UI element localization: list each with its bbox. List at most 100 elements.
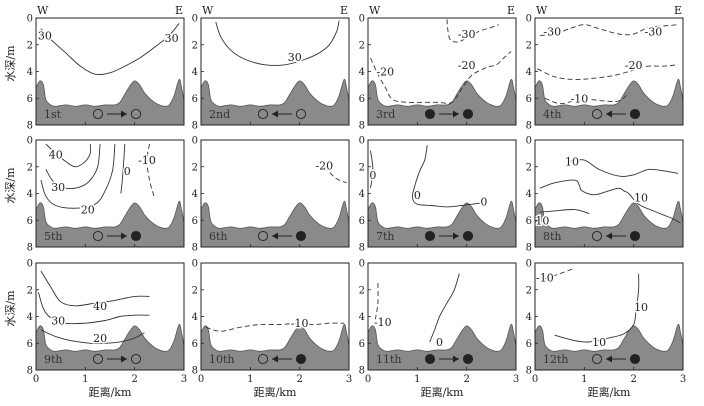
contour-line	[374, 283, 379, 320]
seabed-profile	[368, 78, 516, 125]
y-tick-label: 4	[27, 67, 33, 78]
y-tick-label: 4	[526, 67, 532, 78]
panel-label: 6th	[209, 230, 228, 243]
x-axis-label: 距离/km	[89, 385, 132, 399]
y-tick-label: 2	[192, 40, 198, 51]
contour-label: -20	[315, 159, 333, 172]
arrow-head	[606, 110, 612, 118]
axis-labels: 距离/km 距离/km 距离/km 距离/km 水深/m 水深/m 水深/m	[4, 45, 631, 399]
y-tick-label: 6	[526, 339, 532, 350]
contour-label: -30	[543, 25, 561, 38]
contour-line	[569, 159, 679, 177]
seabed-profile	[201, 323, 349, 370]
y-tick-label: 0	[27, 259, 33, 270]
x-tick-label: 3	[181, 374, 187, 385]
y-tick-label: 0	[27, 136, 33, 147]
contour-label: 0	[124, 165, 131, 178]
contour-label: -20	[376, 66, 394, 79]
x-axis-label: 距离/km	[588, 385, 631, 399]
panel-content: 40 30 20 0 -10	[36, 143, 184, 247]
contour-label: 30	[288, 51, 302, 64]
west-label: W	[37, 4, 49, 17]
x-tick-label: 2	[463, 374, 469, 385]
seabed-profile	[535, 78, 683, 125]
seabed-profile	[368, 323, 516, 370]
y-tick-label: 2	[27, 162, 33, 173]
y-tick-label: 4	[27, 189, 33, 200]
panel-content: 30	[201, 20, 349, 125]
panel-label: 8th	[543, 230, 562, 243]
contour-line	[370, 51, 512, 104]
contour-line	[40, 143, 116, 209]
contour-line	[205, 322, 345, 332]
contour-label: 0	[414, 189, 421, 202]
contour-line	[411, 145, 482, 208]
panel-content: -30 -30 -20 -10	[535, 24, 683, 125]
panel: 30 2nd W E 0 2 4 6 8	[192, 4, 350, 132]
contour-label: 30	[165, 32, 179, 45]
y-tick-label: 8	[359, 366, 365, 377]
seabed-profile	[36, 323, 184, 370]
contour-label: -10	[374, 316, 392, 329]
station-marker	[92, 230, 104, 242]
y-tick-label: 8	[27, 366, 33, 377]
arrow-head	[453, 232, 459, 240]
station-marker	[629, 230, 641, 242]
panel-content: -10 10 10	[535, 267, 683, 370]
y-axis-label: 水深/m	[4, 45, 17, 82]
x-tick-label: 0	[365, 374, 371, 385]
arrow-head	[272, 110, 278, 118]
contour-line	[446, 19, 499, 43]
panel-label: 10th	[209, 353, 235, 366]
seabed-profile	[36, 78, 184, 125]
contour-label: -20	[458, 59, 476, 72]
arrow-head	[453, 355, 459, 363]
y-tick-label: 0	[27, 14, 33, 25]
station-marker	[295, 353, 307, 365]
y-tick-label: 4	[192, 189, 198, 200]
panel: -30 -30 -20 -10 4th W E 0 2 4 6 8	[526, 4, 684, 132]
contour-label: -20	[625, 59, 643, 72]
x-tick-label: 0	[198, 374, 204, 385]
panel-content: 30 30	[36, 23, 184, 125]
contour-label: 30	[51, 315, 65, 328]
panel-content: 10 10 10	[535, 154, 683, 247]
x-tick-label: 3	[680, 374, 686, 385]
contour-line	[40, 329, 145, 344]
seabed-profile	[535, 200, 683, 247]
y-tick-label: 8	[526, 243, 532, 254]
y-tick-label: 0	[359, 136, 365, 147]
x-tick-label: 1	[581, 374, 587, 385]
y-tick-label: 8	[526, 366, 532, 377]
y-tick-label: 0	[192, 259, 198, 270]
contour-line	[539, 179, 681, 224]
contour-line	[554, 273, 640, 343]
y-tick-label: 4	[192, 67, 198, 78]
arrow-head	[272, 232, 278, 240]
station-marker	[92, 108, 104, 120]
contour-line	[38, 292, 150, 325]
y-tick-label: 8	[526, 121, 532, 132]
arrow-head	[121, 232, 127, 240]
y-tick-label: 2	[359, 162, 365, 173]
station-marker	[257, 353, 269, 365]
y-tick-label: 0	[192, 14, 198, 25]
contour-line	[146, 143, 155, 198]
x-axis-label: 距离/km	[421, 385, 464, 399]
x-axis-label: 距离/km	[254, 385, 297, 399]
contour-line	[544, 92, 630, 105]
contour-label: 40	[49, 149, 63, 162]
contour-line	[323, 166, 347, 184]
contour-line	[215, 20, 340, 66]
panel-content: -30 -20 -20	[368, 19, 516, 125]
east-label: E	[507, 4, 515, 17]
station-marker	[424, 230, 436, 242]
panel: 10 10 10 8th 0 2 4 6 8	[526, 136, 684, 254]
arrow-head	[121, 110, 127, 118]
y-tick-label: 6	[192, 94, 198, 105]
y-tick-label: 0	[526, 14, 532, 25]
y-tick-label: 4	[359, 189, 365, 200]
